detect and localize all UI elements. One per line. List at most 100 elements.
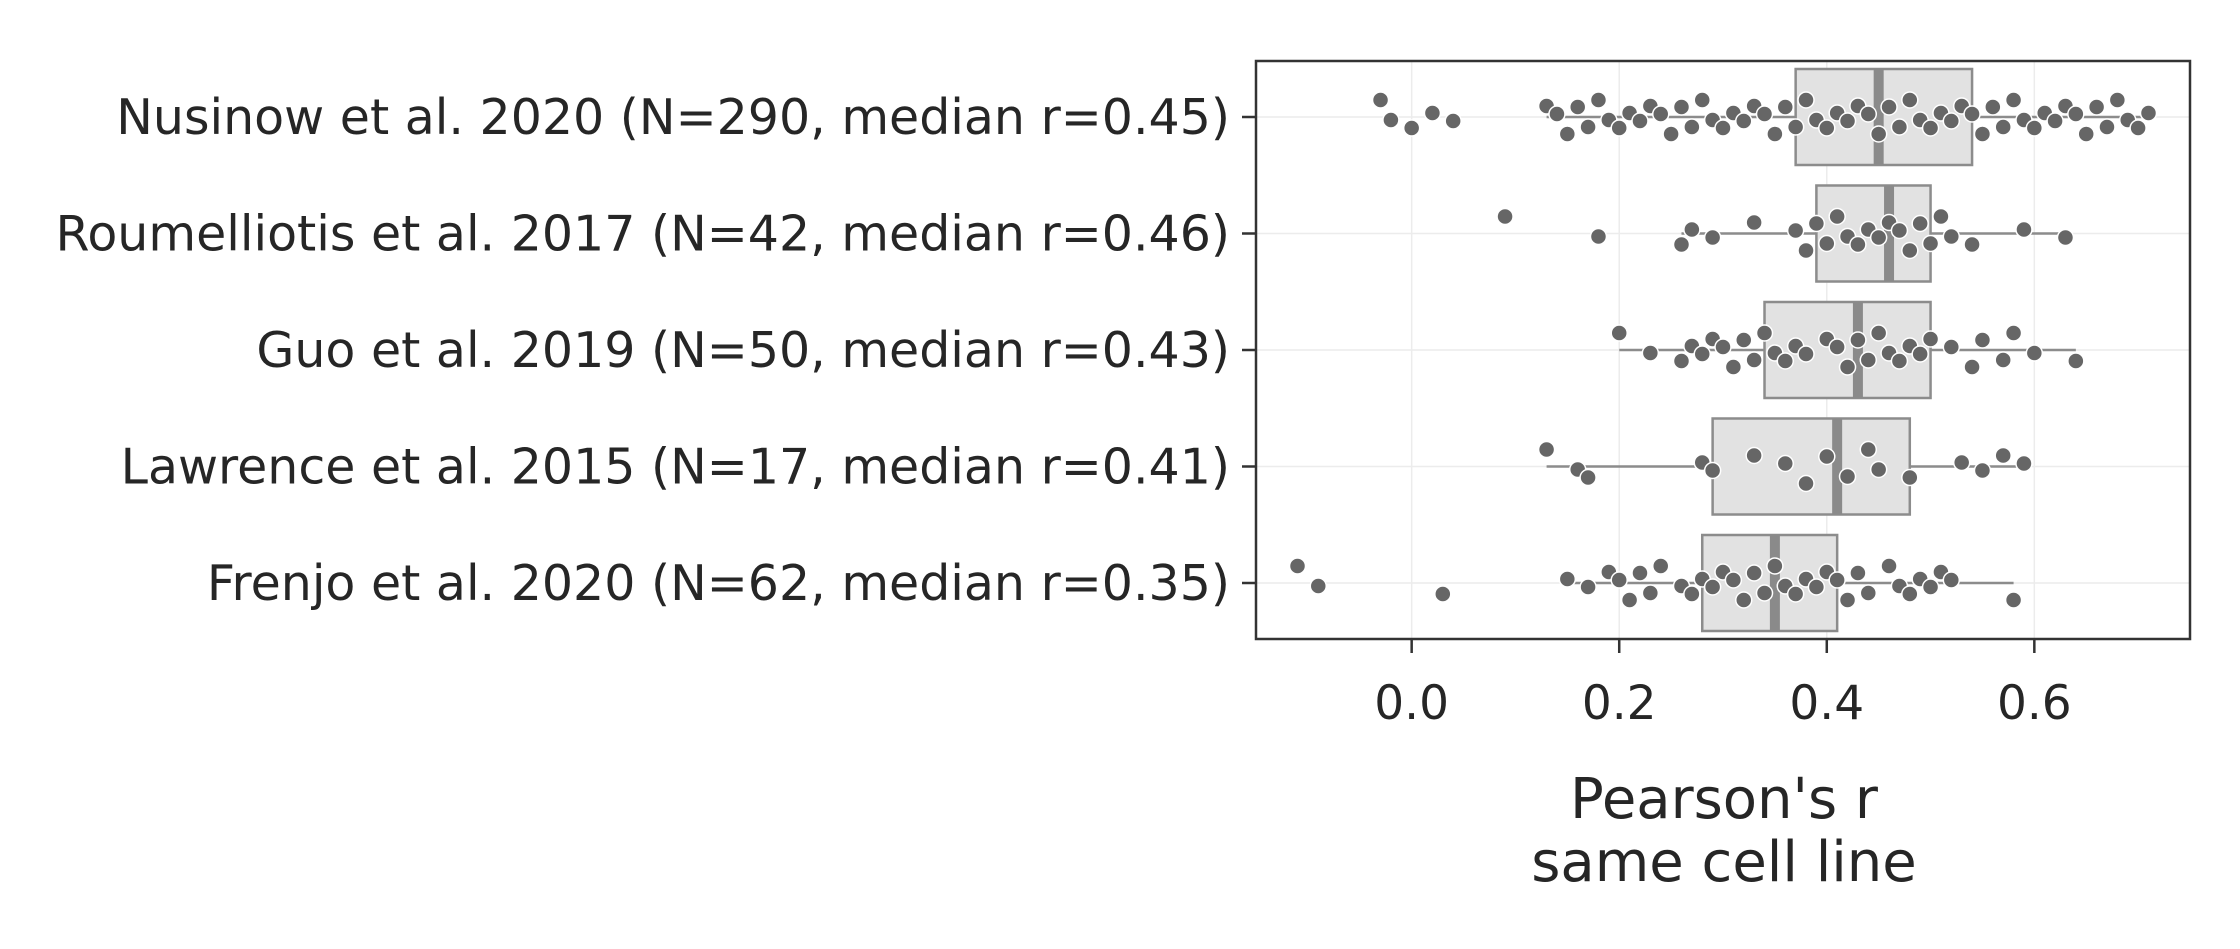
x-tick-label: 0.4	[1789, 676, 1864, 731]
data-point	[1589, 227, 1608, 246]
data-point	[1942, 227, 1961, 246]
data-point	[1952, 453, 1971, 472]
data-point	[1776, 98, 1795, 116]
data-point	[1921, 330, 1940, 348]
data-point	[1714, 338, 1732, 356]
data-point	[1703, 578, 1722, 596]
category-label: Guo et al. 2019 (N=50, median r=0.43)	[256, 322, 1230, 379]
data-point	[2098, 118, 2116, 136]
data-point	[1786, 585, 1805, 603]
data-point	[1890, 221, 1909, 240]
data-point	[2015, 454, 2033, 473]
data-point	[1537, 440, 1556, 459]
data-point	[1423, 104, 1442, 122]
data-point	[1901, 585, 1919, 603]
data-point	[1807, 214, 1826, 233]
data-point	[1828, 338, 1846, 356]
data-point	[1797, 91, 1815, 109]
data-point	[1859, 584, 1878, 602]
data-point	[1714, 119, 1732, 137]
data-point	[1548, 105, 1566, 123]
data-point	[1973, 461, 1992, 480]
data-point	[1963, 358, 1981, 376]
data-point	[1641, 584, 1660, 602]
data-point	[1672, 235, 1691, 254]
data-point	[1859, 105, 1878, 123]
box-plots	[1546, 67, 2149, 633]
data-point	[1610, 119, 1628, 137]
x-axis-ticks: 0.0 0.2 0.4 0.6	[1374, 639, 2072, 731]
data-point	[1579, 118, 1597, 136]
data-point	[1869, 460, 1888, 479]
data-point	[1797, 474, 1815, 493]
data-point	[1382, 111, 1400, 129]
x-tick-label: 0.6	[1997, 676, 2072, 731]
data-point	[2025, 344, 2044, 362]
category-label: Lawrence et al. 2015 (N=17, median r=0.4…	[121, 439, 1230, 496]
data-point	[1766, 125, 1784, 143]
data-point	[2046, 112, 2064, 130]
swarm-points	[1288, 91, 2158, 609]
data-point	[1402, 119, 1421, 137]
x-axis-label-line-2: same cell line	[1531, 830, 1917, 895]
data-point	[1745, 351, 1763, 369]
data-point	[1901, 241, 1919, 260]
data-point	[1662, 125, 1680, 143]
data-point	[1776, 454, 1795, 473]
data-point	[1880, 98, 1898, 116]
data-point	[2004, 591, 2023, 609]
data-point	[1745, 446, 1763, 465]
data-point	[1693, 91, 1711, 109]
data-point	[1651, 105, 1670, 123]
data-point	[1942, 571, 1961, 589]
data-point	[1942, 338, 1961, 356]
data-point	[1911, 345, 1929, 363]
data-point	[1973, 331, 1992, 349]
x-axis-label-line-1: Pearson's r	[1570, 767, 1879, 832]
data-point	[1631, 112, 1649, 130]
data-point	[1869, 125, 1888, 143]
data-point	[1745, 564, 1763, 582]
data-point	[1859, 351, 1878, 369]
data-point	[1869, 324, 1888, 342]
data-point	[1610, 571, 1628, 589]
category-label: Roumelliotis et al. 2017 (N=42, median r…	[55, 206, 1230, 263]
data-point	[1444, 112, 1462, 130]
data-point	[1371, 91, 1390, 109]
data-point	[1755, 324, 1774, 342]
data-point	[1579, 468, 1597, 487]
data-point	[1818, 234, 1836, 253]
category-label: Nusinow et al. 2020 (N=290, median r=0.4…	[116, 89, 1230, 146]
category-label: Frenjo et al. 2020 (N=62, median r=0.35)	[207, 555, 1230, 612]
data-point	[1838, 591, 1857, 609]
data-point	[1724, 358, 1743, 376]
data-point	[1849, 564, 1867, 582]
data-point	[1703, 228, 1722, 247]
data-point	[1911, 214, 1929, 233]
data-point	[1849, 235, 1867, 254]
data-point	[1901, 468, 1919, 487]
data-point	[1786, 118, 1805, 136]
data-point	[1859, 440, 1878, 459]
data-point	[1724, 571, 1743, 589]
data-point	[1735, 331, 1753, 349]
data-point	[1735, 591, 1753, 609]
data-point	[1434, 585, 1452, 603]
data-point	[1838, 467, 1857, 486]
data-point	[1963, 105, 1981, 123]
data-point	[1672, 98, 1691, 116]
data-point	[1994, 351, 2012, 369]
data-point	[1641, 344, 1660, 362]
category-ticks: Nusinow et al. 2020 (N=290, median r=0.4…	[55, 89, 1256, 612]
data-point	[1589, 91, 1608, 109]
data-point	[1745, 213, 1763, 232]
data-point	[1994, 118, 2012, 136]
data-point	[1755, 584, 1774, 602]
data-point	[1568, 98, 1587, 116]
data-point	[1921, 578, 1940, 596]
data-point	[1755, 105, 1774, 123]
data-point	[1838, 358, 1857, 376]
data-point	[1984, 98, 2002, 116]
data-point	[1942, 112, 1961, 130]
